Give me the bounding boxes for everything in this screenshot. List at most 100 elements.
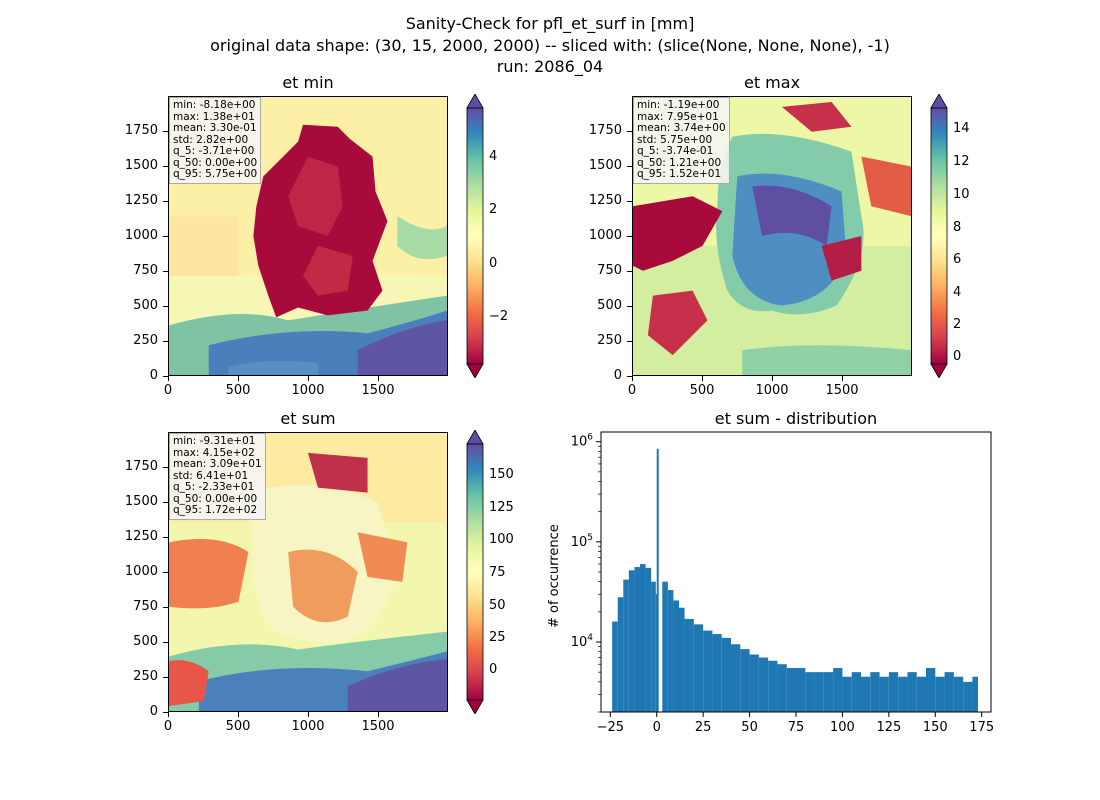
ytick-label: 750 [133, 599, 158, 614]
xtick-label: 1000 [755, 383, 789, 398]
histogram-bar [842, 676, 852, 712]
cbar-tick-label: 6 [953, 252, 962, 267]
xtick-label: 500 [225, 719, 251, 734]
cbar-tick-label: −2 [489, 309, 509, 324]
ytick-label: 1750 [124, 459, 158, 474]
cbar-tick-label: 2 [489, 202, 498, 217]
histogram-bar [673, 600, 679, 712]
ytick-label: 1000 [124, 564, 158, 579]
cbar-tick-label: 25 [489, 630, 506, 645]
histogram-bar [777, 664, 787, 712]
cbar-tick-label: 4 [953, 285, 962, 300]
cbar-tick-label: 75 [489, 565, 506, 580]
ytick-label: 1250 [124, 193, 158, 208]
ytick-label: 1250 [588, 193, 622, 208]
xtick-label: 0 [163, 383, 173, 398]
histogram-bar [963, 681, 973, 712]
histogram-bar [870, 672, 880, 712]
xtick-label: 0 [163, 719, 173, 734]
figure-title-line3: run: 2086_04 [496, 57, 604, 76]
ytick-label: 105 [571, 533, 593, 550]
colorbar-et-min [466, 94, 484, 378]
histogram-bar [645, 567, 652, 712]
cbar-tick-label: 0 [953, 349, 962, 364]
histogram-bar [851, 672, 861, 712]
heatmap-et-max: min: -1.19e+00 max: 7.95e+01 mean: 3.74e… [632, 96, 912, 376]
ytick-label: 750 [133, 263, 158, 278]
cbar-tick-label: 2 [953, 317, 962, 332]
ytick-label: 1500 [588, 158, 622, 173]
histogram-bar [740, 649, 750, 712]
xtick-label: 50 [741, 720, 758, 735]
panel-title-et-max: et max [743, 73, 801, 92]
stat-line: max: 4.15e+02 [173, 446, 255, 459]
stat-line: q_50: 0.00e+00 [173, 492, 258, 505]
histogram-bar [935, 676, 945, 712]
histogram-ylabel: # of occurrence [547, 524, 562, 628]
cbar-tick-label: 4 [489, 149, 498, 164]
stats-box-et-min: min: -8.18e+00 max: 1.38e+01 mean: 3.30e… [169, 97, 262, 184]
histogram-bar [972, 676, 978, 712]
heatmap-et-min-image [169, 97, 447, 375]
histogram-bar [823, 672, 834, 712]
heatmap-et-min: min: -8.18e+00 max: 1.38e+01 mean: 3.30e… [168, 96, 448, 376]
heatmap-et-sum-image [169, 433, 447, 711]
histogram-bar [786, 668, 796, 712]
cbar-tick-label: 12 [953, 154, 970, 169]
ytick-label: 1750 [588, 123, 622, 138]
ytick-label: 500 [133, 634, 158, 649]
ytick-label: 750 [597, 263, 622, 278]
histogram-bar [953, 676, 964, 712]
xtick-label: −25 [597, 720, 624, 735]
stat-line: max: 1.38e+01 [173, 110, 255, 123]
stat-line: mean: 3.09e+01 [173, 458, 262, 470]
histogram-bar [814, 672, 824, 712]
cbar-tick-label: 100 [489, 532, 514, 547]
stat-line: std: 6.41e+01 [173, 469, 249, 482]
ytick-label: 104 [571, 633, 594, 650]
histogram-bar [898, 676, 908, 712]
histogram-bar [944, 672, 954, 712]
cbar-tick-label: 8 [953, 220, 962, 235]
cbar-tick-label: 50 [489, 598, 506, 613]
ytick-label: 500 [133, 298, 158, 313]
ytick-label: 1500 [124, 494, 158, 509]
ytick-label: 250 [597, 333, 622, 348]
stat-line: q_5: -3.74e-01 [637, 145, 714, 157]
histogram-bar [768, 660, 778, 712]
histogram-bar [926, 668, 936, 712]
cbar-tick-label: 125 [489, 500, 514, 515]
stat-line: q_50: 0.00e+00 [173, 156, 258, 169]
histogram-bar [651, 581, 656, 712]
cbar-tick-label: 14 [953, 121, 970, 136]
stat-line: mean: 3.74e+00 [637, 122, 726, 134]
xtick-label: 150 [923, 720, 948, 735]
stat-line: min: -1.19e+00 [637, 99, 720, 111]
ytick-label: 1000 [588, 228, 622, 243]
stat-line: mean: 3.30e-01 [173, 122, 257, 134]
stat-line: q_95: 5.75e+00 [173, 168, 258, 180]
histogram-bar [679, 607, 685, 712]
histogram-bar [623, 579, 629, 712]
stat-line: q_5: -3.71e+00 [173, 145, 255, 157]
histogram-bar [888, 672, 899, 712]
cbar-tick-label: 0 [489, 256, 498, 271]
histogram-bar [684, 618, 694, 712]
histogram-bar [861, 676, 871, 712]
ytick-label: 1750 [124, 123, 158, 138]
ytick-label: 0 [149, 704, 158, 719]
stat-line: std: 5.75e+00 [637, 133, 713, 146]
stat-line: min: -9.31e+01 [173, 435, 256, 447]
stat-line: q_95: 1.72e+02 [173, 504, 258, 516]
stat-line: q_50: 1.21e+00 [637, 156, 722, 169]
histogram-bar [758, 657, 769, 712]
colorbar-et-sum [466, 430, 484, 714]
ytick-label: 0 [149, 368, 158, 383]
xtick-label: 0 [653, 720, 661, 735]
histogram-bar [833, 668, 843, 712]
stat-line: q_5: -2.33e+01 [173, 481, 255, 493]
histogram-bar [656, 448, 659, 712]
stat-line: std: 2.82e+00 [173, 133, 249, 146]
stat-line: q_95: 1.52e+01 [637, 168, 722, 180]
ytick-label: 1000 [124, 228, 158, 243]
